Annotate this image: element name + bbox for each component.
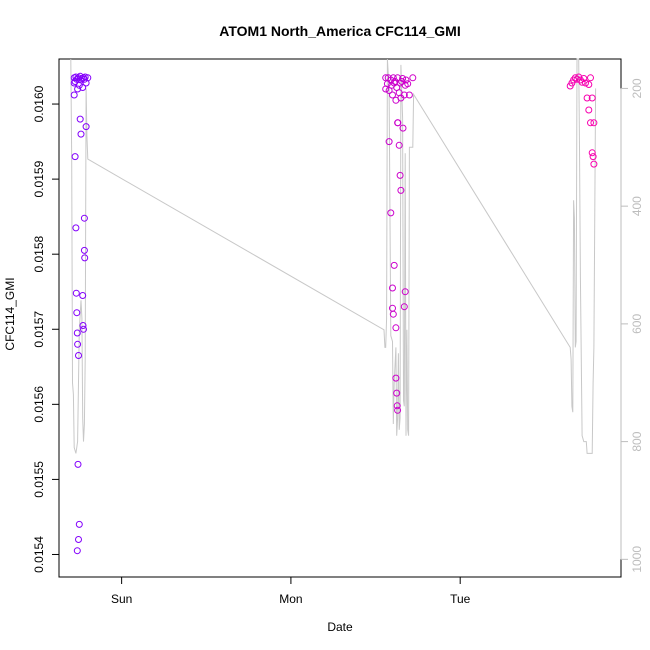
data-point [70,91,78,99]
pressure-line-layer [70,58,597,454]
data-point [399,75,407,82]
y-tick-label: 0.0158 [32,236,46,273]
pressure-line [70,58,597,454]
data-point [402,76,410,84]
data-point [393,402,401,410]
data-point [588,94,596,102]
data-point [394,119,402,127]
plot-frame [58,58,622,578]
data-point [404,80,412,88]
data-point [585,81,593,88]
data-point [588,149,596,157]
data-point [409,74,417,82]
data-point [570,76,578,84]
data-point [80,325,87,333]
data-point [76,115,84,123]
y-tick-label: 0.0156 [32,386,46,423]
data-point [583,94,591,102]
data-point [585,106,593,114]
data-point [590,119,598,127]
y-axis-label: CFC114_GMI [3,277,17,350]
data-point [397,186,405,194]
right-tick-label: 1000 [630,546,644,573]
data-point [405,91,413,99]
data-point [73,309,81,317]
data-point [400,303,408,311]
data-point [589,153,597,161]
data-point [590,160,598,168]
data-point [390,261,398,269]
data-point [399,124,407,132]
data-point [71,153,79,161]
data-point [74,340,82,348]
x-tick-label: Sun [111,592,132,606]
data-point [587,74,594,82]
x-axis-label: Date [327,620,353,634]
data-point [393,389,401,397]
data-point [395,141,403,149]
right-axis: 200 400 600 800 1000 [620,78,644,573]
x-axis: Sun Mon Tue [111,576,471,606]
data-point [385,138,393,146]
points-layer [70,72,598,555]
x-tick-label: Tue [450,592,471,606]
chart-title: ATOM1 North_America CFC114_GMI [219,23,460,39]
data-point [401,288,409,296]
data-point [587,119,594,127]
y-axis: 0.0154 0.0155 0.0156 0.0157 0.0158 0.0159 0.01… [32,85,60,573]
data-point [80,214,88,222]
data-point [79,322,87,329]
data-point [389,310,397,318]
data-point [580,75,588,82]
right-tick-label: 200 [630,78,644,98]
data-point [389,91,396,99]
data-point [75,352,82,359]
x-tick-label: Mon [279,592,302,606]
data-point [73,329,81,337]
data-point [75,536,82,543]
data-point [79,84,87,91]
data-point [392,374,400,382]
data-point [392,324,400,332]
data-point [72,289,80,297]
data-point [82,123,90,131]
data-point [74,460,82,468]
right-tick-label: 600 [630,314,644,334]
data-point [80,246,88,254]
data-point [73,547,81,555]
data-point [75,520,83,528]
y-tick-label: 0.0159 [32,160,46,197]
y-tick-label: 0.0155 [32,461,46,498]
y-tick-label: 0.0160 [32,85,46,122]
data-point [396,171,404,179]
data-point [79,292,87,299]
data-point [77,130,85,138]
data-point [578,78,586,86]
data-point [394,406,402,414]
data-point [74,85,82,93]
right-tick-label: 400 [630,196,644,216]
data-point [72,224,80,232]
data-point [84,74,92,82]
data-point [387,209,395,217]
data-point [81,254,89,262]
y-tick-label: 0.0154 [32,536,46,573]
data-point [582,79,589,87]
data-point [389,74,397,82]
right-tick-label: 800 [630,431,644,451]
data-point [389,284,396,292]
data-point [400,91,408,99]
y-tick-label: 0.0157 [32,311,46,348]
